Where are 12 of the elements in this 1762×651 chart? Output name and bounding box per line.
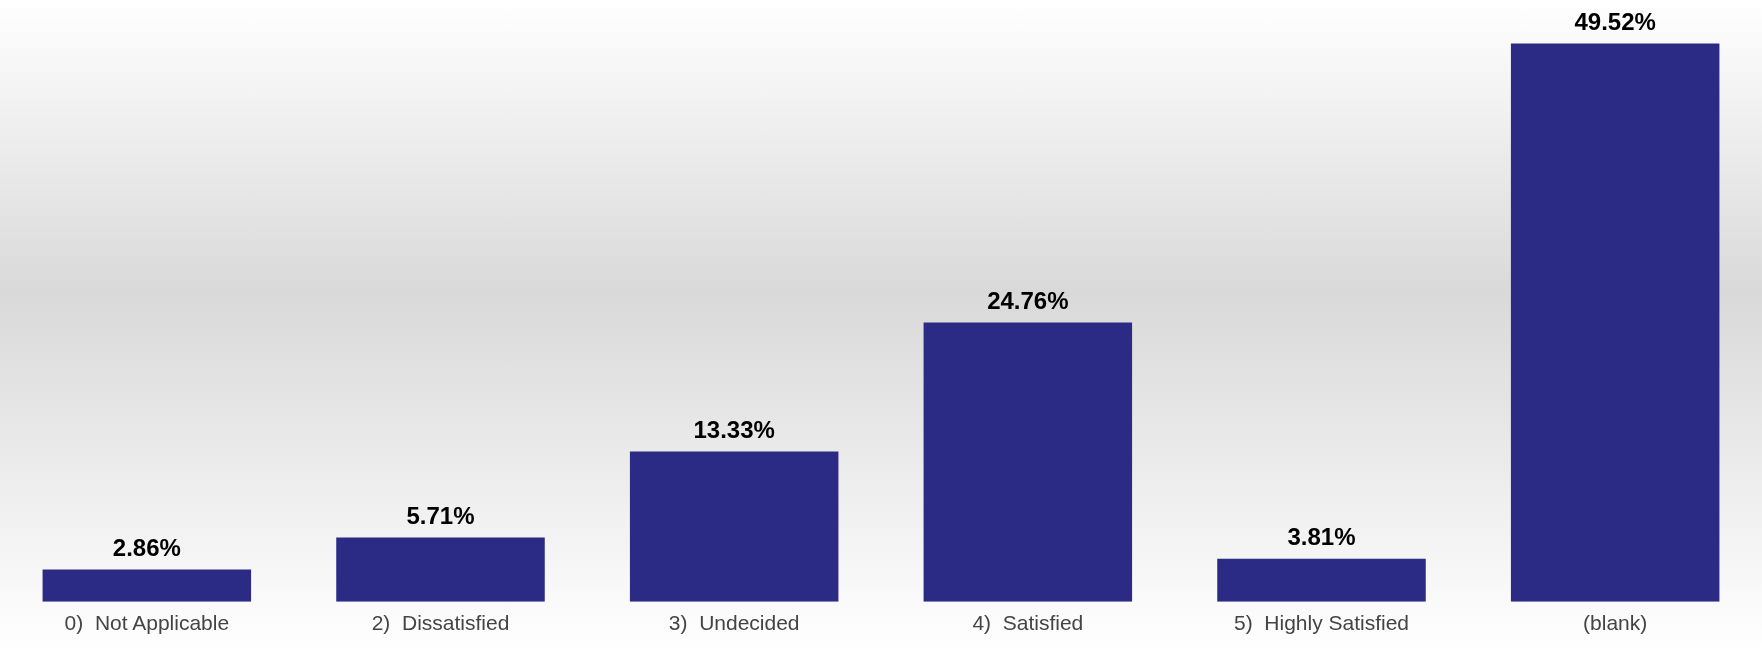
x-tick-label: (blank) (1583, 611, 1648, 635)
x-tick-label: 2) Dissatisfied (371, 611, 510, 635)
data-label: 3.81% (1287, 523, 1356, 551)
data-label: 13.33% (693, 416, 775, 444)
data-label: 24.76% (987, 287, 1069, 315)
x-tick-label: 3) Undecided (668, 611, 800, 635)
x-tick-label: 5) Highly Satisfied (1233, 611, 1410, 635)
data-label: 2.86% (112, 534, 181, 562)
data-label: 5.71% (406, 502, 475, 530)
data-label: 49.52% (1574, 8, 1656, 36)
x-tick-label: 4) Satisfied (972, 611, 1084, 635)
x-tick-label: 0) Not Applicable (64, 611, 230, 635)
